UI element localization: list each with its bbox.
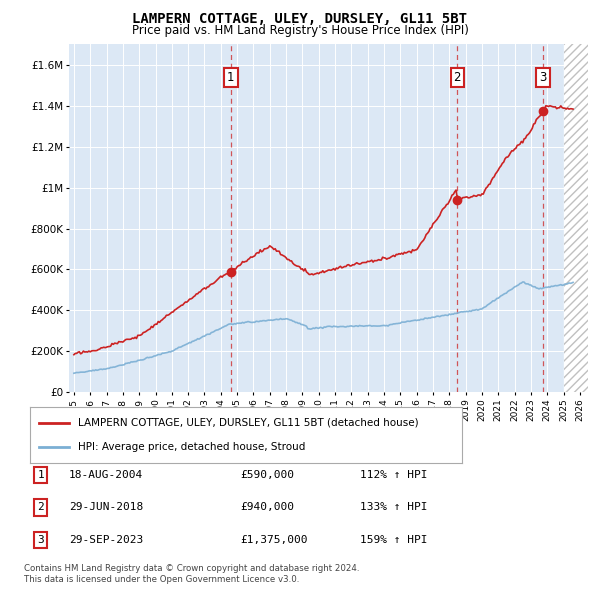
Text: 159% ↑ HPI: 159% ↑ HPI xyxy=(360,535,427,545)
Text: LAMPERN COTTAGE, ULEY, DURSLEY, GL11 5BT: LAMPERN COTTAGE, ULEY, DURSLEY, GL11 5BT xyxy=(133,12,467,26)
Bar xyxy=(563,44,588,392)
Text: LAMPERN COTTAGE, ULEY, DURSLEY, GL11 5BT (detached house): LAMPERN COTTAGE, ULEY, DURSLEY, GL11 5BT… xyxy=(77,418,418,428)
Text: HPI: Average price, detached house, Stroud: HPI: Average price, detached house, Stro… xyxy=(77,442,305,453)
Text: 3: 3 xyxy=(539,71,547,84)
Text: 29-SEP-2023: 29-SEP-2023 xyxy=(69,535,143,545)
Text: 1: 1 xyxy=(37,470,44,480)
Text: 1: 1 xyxy=(227,71,235,84)
Bar xyxy=(563,44,588,392)
Text: £940,000: £940,000 xyxy=(240,503,294,512)
Text: £590,000: £590,000 xyxy=(240,470,294,480)
Text: 3: 3 xyxy=(37,535,44,545)
Text: 133% ↑ HPI: 133% ↑ HPI xyxy=(360,503,427,512)
Bar xyxy=(563,44,588,392)
Text: This data is licensed under the Open Government Licence v3.0.: This data is licensed under the Open Gov… xyxy=(24,575,299,584)
Text: 29-JUN-2018: 29-JUN-2018 xyxy=(69,503,143,512)
Text: 2: 2 xyxy=(454,71,461,84)
Text: 18-AUG-2004: 18-AUG-2004 xyxy=(69,470,143,480)
Text: 2: 2 xyxy=(37,503,44,512)
Text: Contains HM Land Registry data © Crown copyright and database right 2024.: Contains HM Land Registry data © Crown c… xyxy=(24,565,359,573)
Text: £1,375,000: £1,375,000 xyxy=(240,535,308,545)
Text: 112% ↑ HPI: 112% ↑ HPI xyxy=(360,470,427,480)
Text: Price paid vs. HM Land Registry's House Price Index (HPI): Price paid vs. HM Land Registry's House … xyxy=(131,24,469,37)
